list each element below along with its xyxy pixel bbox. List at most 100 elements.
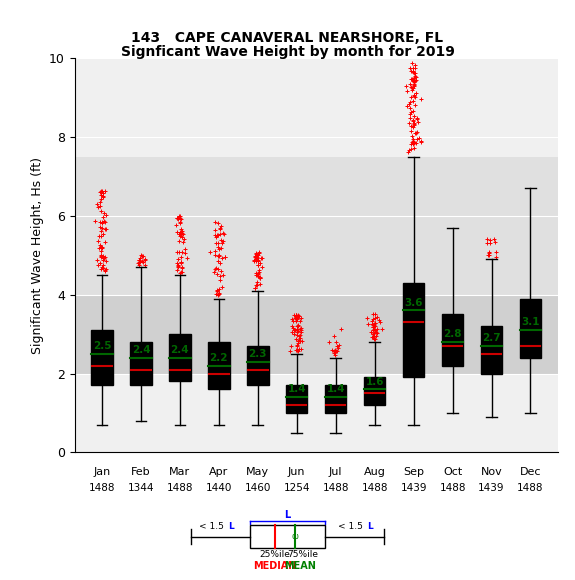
Bar (75, 157, 558, 295)
Point (369, 320, 378, 329)
Point (291, 311, 300, 320)
Point (177, 258, 186, 267)
Point (253, 260, 262, 270)
Point (211, 225, 220, 234)
Point (409, 144, 419, 153)
Point (97, 218, 106, 227)
Text: 1439: 1439 (400, 483, 427, 492)
Y-axis label: Significant Wave Height, Hs (ft): Significant Wave Height, Hs (ft) (30, 157, 44, 354)
Point (409, 77, 419, 86)
Point (210, 264, 220, 274)
Text: < 1.5: < 1.5 (338, 521, 366, 531)
Point (414, 118, 423, 127)
Point (97, 242, 106, 252)
Point (407, 83, 416, 92)
Point (102, 224, 111, 234)
Point (293, 346, 302, 355)
Point (101, 211, 110, 220)
Point (409, 140, 418, 149)
Point (409, 67, 418, 76)
Point (492, 247, 501, 256)
Point (173, 260, 182, 269)
Point (369, 334, 378, 343)
Point (288, 315, 297, 324)
Point (363, 313, 372, 322)
Point (98, 263, 108, 273)
Point (97, 188, 106, 197)
Point (137, 251, 147, 260)
Point (371, 309, 380, 318)
Point (409, 119, 419, 128)
Point (175, 213, 185, 223)
Point (213, 251, 223, 260)
Point (292, 312, 301, 321)
Point (216, 243, 225, 252)
Point (258, 263, 267, 272)
Text: Aug: Aug (364, 467, 386, 477)
Point (218, 238, 227, 247)
Point (214, 289, 224, 298)
Point (252, 249, 261, 259)
Text: Dec: Dec (520, 467, 541, 477)
Point (100, 224, 109, 234)
Point (411, 100, 420, 110)
Point (410, 60, 419, 70)
Point (100, 186, 109, 195)
Point (177, 232, 186, 241)
Point (295, 330, 304, 339)
Point (172, 266, 181, 275)
Point (409, 68, 419, 78)
Point (489, 234, 498, 244)
Point (173, 262, 182, 271)
Point (102, 264, 111, 274)
Point (220, 252, 229, 262)
Point (294, 345, 304, 354)
PathPatch shape (91, 330, 113, 385)
Point (94, 244, 103, 253)
Point (254, 247, 263, 256)
Point (215, 244, 224, 253)
Point (99, 254, 109, 263)
Point (216, 271, 225, 280)
Point (329, 346, 339, 355)
Point (209, 267, 218, 277)
Text: Signficant Wave Height by month for 2019: Signficant Wave Height by month for 2019 (121, 45, 454, 59)
Point (402, 81, 411, 90)
Point (366, 327, 375, 336)
Point (133, 258, 143, 267)
Point (97, 224, 106, 233)
Point (97, 195, 106, 204)
Point (406, 144, 415, 153)
Point (175, 248, 184, 257)
Point (212, 289, 221, 299)
Point (218, 229, 227, 238)
Point (416, 136, 426, 145)
Point (371, 327, 380, 336)
PathPatch shape (208, 342, 229, 389)
Point (407, 86, 416, 95)
Point (173, 213, 182, 223)
Point (292, 324, 301, 334)
Point (98, 191, 108, 201)
Point (402, 102, 412, 111)
Point (140, 260, 150, 269)
Text: 2.5: 2.5 (93, 341, 112, 351)
Point (134, 256, 143, 265)
Point (329, 349, 339, 358)
Point (416, 95, 426, 104)
PathPatch shape (131, 342, 152, 385)
Point (178, 228, 187, 237)
Point (485, 238, 494, 247)
Point (175, 236, 184, 245)
Point (178, 237, 187, 246)
Point (96, 231, 105, 240)
Point (213, 289, 223, 299)
Point (172, 227, 182, 236)
Point (367, 320, 377, 329)
Point (293, 336, 302, 346)
Point (414, 133, 423, 143)
Point (296, 345, 305, 354)
Point (411, 68, 420, 78)
Point (409, 77, 419, 86)
Point (371, 335, 380, 344)
